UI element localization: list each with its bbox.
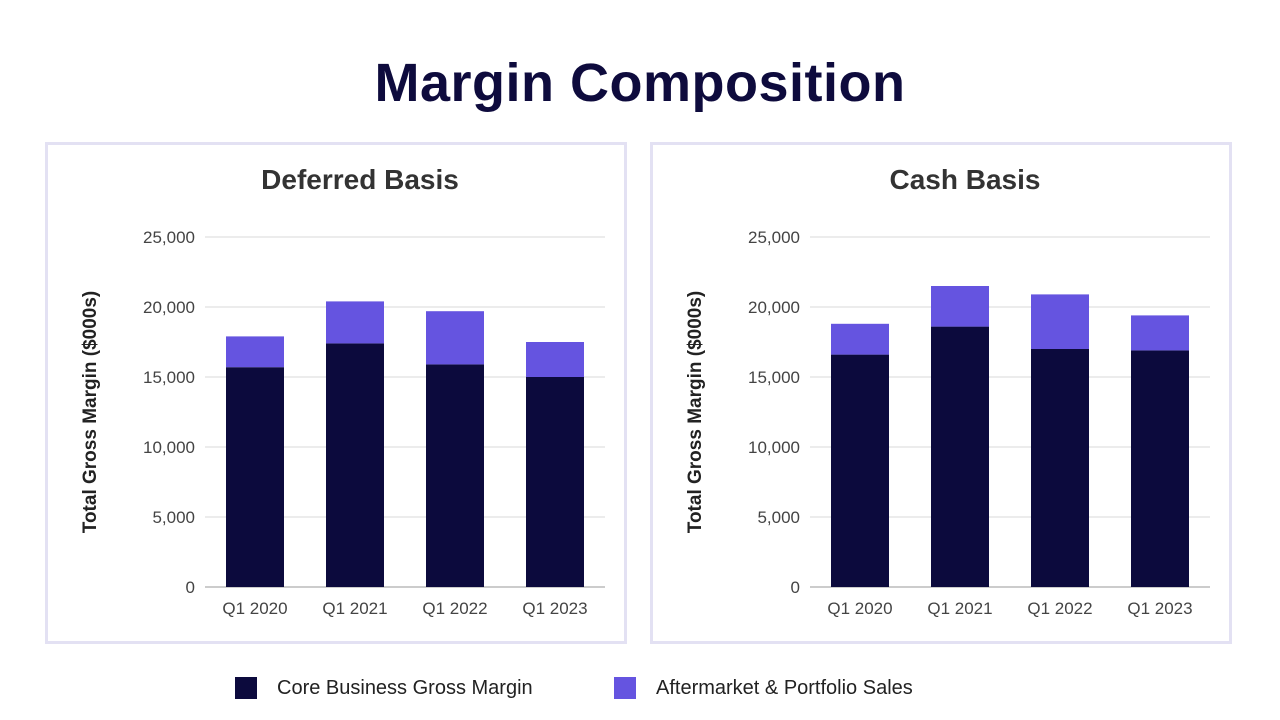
chart-panel-cash: Cash Basis Total Gross Margin ($000s) 0 5,0… — [650, 142, 1232, 644]
x-tick-label: Q1 2023 — [1127, 599, 1192, 618]
y-tick-label: 15,000 — [748, 368, 800, 387]
y-tick-label: 25,000 — [748, 228, 800, 247]
bar-aftermarket-q1-2020 — [226, 336, 284, 368]
y-tick-label: 0 — [186, 578, 195, 597]
legend-swatch-core — [235, 677, 257, 699]
chart-title: Deferred Basis — [261, 164, 459, 195]
bar-core-q1-2023 — [526, 377, 584, 587]
bar-core-q1-2022 — [1031, 349, 1089, 587]
x-tick-label: Q1 2023 — [522, 599, 587, 618]
y-tick-label: 5,000 — [757, 508, 800, 527]
bar-core-q1-2020 — [226, 367, 284, 587]
chart-deferred-basis: Deferred Basis Total Gross Margin ($000s)… — [80, 164, 605, 618]
y-tick-label: 0 — [791, 578, 800, 597]
x-tick-label: Q1 2021 — [927, 599, 992, 618]
y-tick-label: 10,000 — [748, 438, 800, 457]
bar-aftermarket-q1-2023 — [526, 342, 584, 377]
chart-cash-basis: Cash Basis Total Gross Margin ($000s) 0 5,0… — [685, 164, 1210, 618]
y-tick-label: 25,000 — [143, 228, 195, 247]
x-tick-label: Q1 2022 — [422, 599, 487, 618]
bar-core-q1-2021 — [326, 343, 384, 587]
legend-label-core: Core Business Gross Margin — [277, 676, 533, 699]
bar-aftermarket-q1-2022 — [426, 311, 484, 365]
y-tick-label: 20,000 — [748, 298, 800, 317]
y-tick-label: 20,000 — [143, 298, 195, 317]
bar-core-q1-2021 — [931, 326, 989, 587]
y-axis-label: Total Gross Margin ($000s) — [685, 291, 706, 534]
x-tick-label: Q1 2021 — [322, 599, 387, 618]
bar-core-q1-2020 — [831, 354, 889, 587]
legend-item-core: Core Business Gross Margin — [235, 672, 533, 704]
x-tick-label: Q1 2020 — [222, 599, 287, 618]
bar-aftermarket-q1-2021 — [326, 301, 384, 344]
legend-item-aftermarket: Aftermarket & Portfolio Sales — [614, 672, 913, 704]
chart-legend: Core Business Gross Margin Aftermarket &… — [0, 672, 1280, 704]
bar-aftermarket-q1-2020 — [831, 323, 889, 355]
x-tick-label: Q1 2022 — [1027, 599, 1092, 618]
chart-panel-deferred: Deferred Basis Total Gross Margin ($000s)… — [45, 142, 627, 644]
bar-aftermarket-q1-2022 — [1031, 294, 1089, 349]
legend-label-aftermarket: Aftermarket & Portfolio Sales — [656, 676, 913, 699]
bar-aftermarket-q1-2021 — [931, 286, 989, 327]
bar-core-q1-2022 — [426, 364, 484, 587]
bar-aftermarket-q1-2023 — [1131, 315, 1189, 351]
x-tick-label: Q1 2020 — [827, 599, 892, 618]
y-tick-label: 10,000 — [143, 438, 195, 457]
bar-core-q1-2023 — [1131, 350, 1189, 587]
y-tick-label: 15,000 — [143, 368, 195, 387]
page-title: Margin Composition — [374, 53, 906, 113]
chart-title: Cash Basis — [890, 164, 1041, 195]
y-axis-label: Total Gross Margin ($000s) — [80, 291, 101, 534]
y-tick-label: 5,000 — [152, 508, 195, 527]
legend-swatch-aftermarket — [614, 677, 636, 699]
